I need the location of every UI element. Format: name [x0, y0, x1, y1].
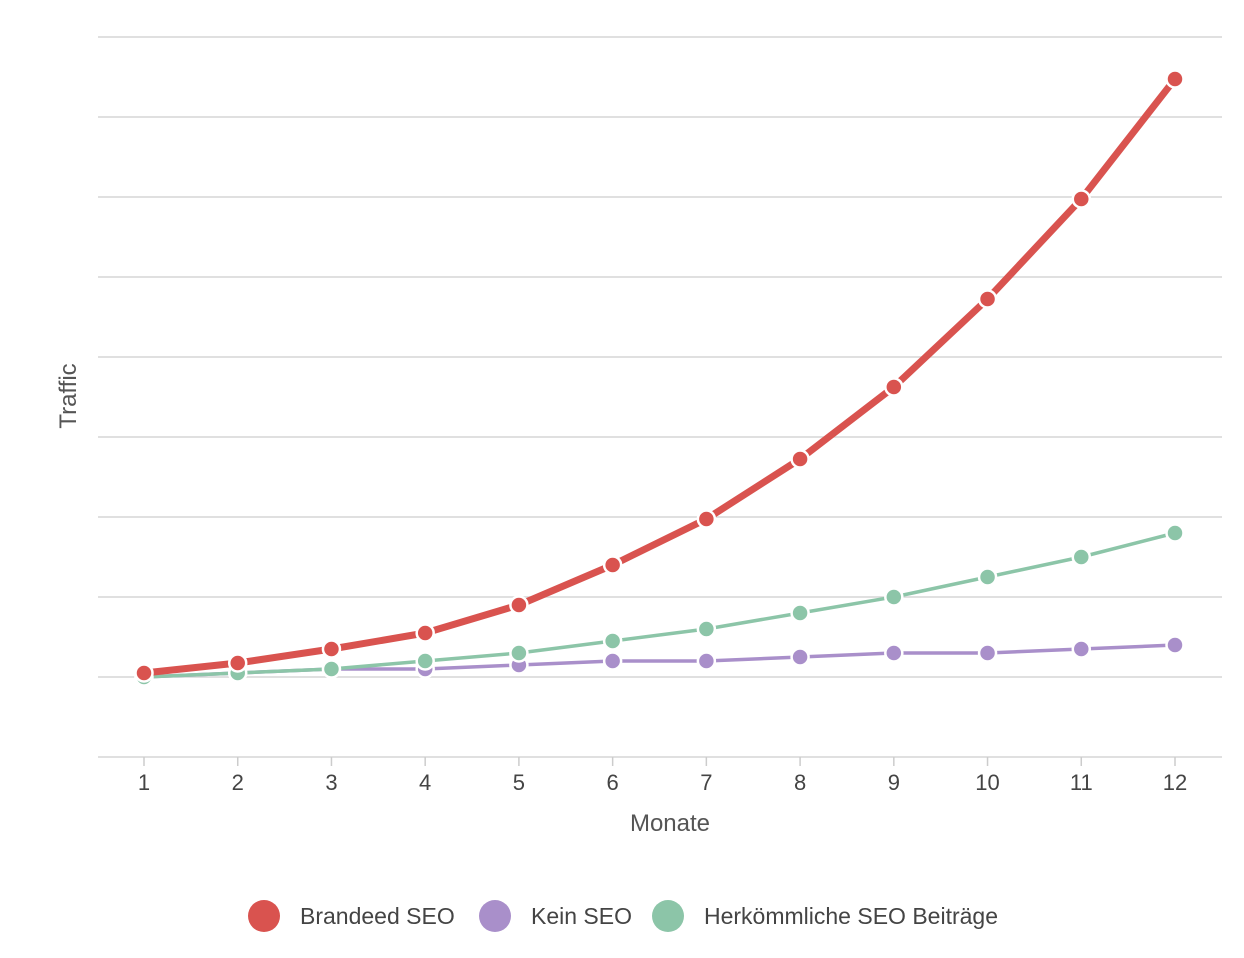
series-lines: [134, 69, 1185, 687]
data-point[interactable]: [1071, 639, 1092, 659]
series-kein-seo: [134, 635, 1185, 687]
data-point[interactable]: [696, 509, 717, 529]
legend-item[interactable]: Brandeed SEO: [248, 900, 455, 932]
data-point[interactable]: [790, 603, 810, 623]
legend-item[interactable]: Herkömmliche SEO Beiträge: [652, 900, 998, 932]
data-point[interactable]: [415, 623, 435, 643]
x-tick-label: 8: [794, 770, 806, 795]
data-point[interactable]: [509, 643, 529, 663]
data-point[interactable]: [602, 555, 623, 575]
data-point[interactable]: [602, 631, 623, 651]
legend-marker: [248, 900, 280, 932]
data-point[interactable]: [790, 647, 810, 667]
data-point[interactable]: [977, 289, 998, 309]
data-point[interactable]: [1165, 69, 1185, 89]
legend-label: Herkömmliche SEO Beiträge: [704, 903, 998, 929]
grid-lines: [98, 36, 1222, 758]
legend-label: Kein SEO: [531, 903, 632, 929]
series-line: [142, 531, 1177, 679]
data-point[interactable]: [227, 653, 248, 673]
data-point[interactable]: [696, 651, 717, 671]
data-point[interactable]: [790, 449, 810, 469]
data-point[interactable]: [884, 587, 904, 607]
data-point[interactable]: [884, 643, 904, 663]
x-axis: 1 2 3 4 5 6 7 8 9 10 11 12: [138, 757, 1187, 795]
x-tick-label: 12: [1163, 770, 1187, 795]
data-point[interactable]: [1071, 189, 1092, 209]
data-point[interactable]: [602, 651, 623, 671]
x-tick-label: 6: [607, 770, 619, 795]
series-line: [140, 75, 1179, 677]
legend-marker: [479, 900, 511, 932]
data-point[interactable]: [977, 567, 998, 587]
data-point[interactable]: [1071, 547, 1092, 567]
x-tick-label: 11: [1070, 770, 1093, 795]
legend: Brandeed SEO Kein SEO Herkömmliche SEO Bei…: [248, 900, 998, 932]
x-tick-label: 7: [700, 770, 712, 795]
x-tick-label: 4: [419, 770, 431, 795]
data-point[interactable]: [509, 595, 529, 615]
legend-marker: [652, 900, 684, 932]
data-point[interactable]: [696, 619, 717, 639]
data-point[interactable]: [415, 651, 435, 671]
legend-label: Brandeed SEO: [300, 903, 455, 929]
data-point[interactable]: [884, 377, 904, 397]
data-point[interactable]: [1165, 635, 1185, 655]
data-point[interactable]: [321, 639, 342, 659]
x-tick-label: 5: [513, 770, 525, 795]
data-point[interactable]: [1165, 523, 1185, 543]
x-tick-label: 10: [975, 770, 999, 795]
data-point[interactable]: [977, 643, 998, 663]
x-tick-label: 1: [138, 770, 150, 795]
series-brandeed-seo: [134, 69, 1185, 683]
data-point[interactable]: [134, 663, 154, 683]
x-axis-title: Monate: [630, 810, 710, 837]
x-tick-label: 9: [888, 770, 900, 795]
x-tick-label: 3: [325, 770, 337, 795]
y-axis-title: Traffic: [55, 363, 82, 428]
legend-item[interactable]: Kein SEO: [479, 900, 632, 932]
series-line: [142, 643, 1177, 679]
data-point[interactable]: [321, 659, 342, 679]
x-tick-label: 2: [232, 770, 244, 795]
